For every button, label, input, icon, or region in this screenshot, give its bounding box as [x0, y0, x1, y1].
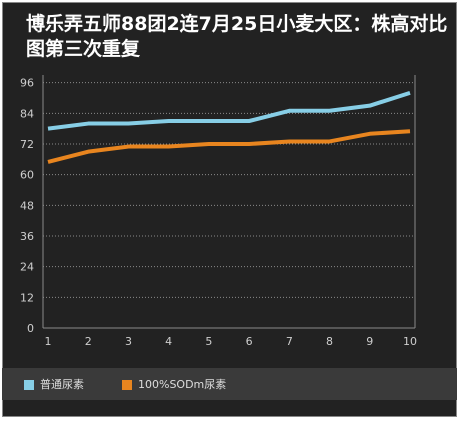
x-tick-label-0: 1 — [45, 335, 52, 348]
y-tick-label-1: 12 — [20, 291, 34, 304]
grid-layer — [43, 82, 415, 298]
series-layer — [47, 90, 411, 164]
series-line-2 — [47, 129, 411, 164]
x-tick-label-5: 6 — [246, 335, 253, 348]
y-tick-label-3: 36 — [20, 230, 34, 243]
y-tick-label-0: 0 — [27, 322, 34, 335]
x-tick-label-8: 9 — [366, 335, 373, 348]
legend: 普通尿素 100%SODm尿素 — [2, 368, 457, 400]
y-tick-label-5: 60 — [20, 169, 34, 182]
legend-swatch-series-1 — [24, 380, 34, 390]
y-tick-label-2: 24 — [20, 261, 34, 274]
y-tick-label-7: 84 — [20, 107, 34, 120]
x-tick-label-9: 10 — [403, 335, 417, 348]
series-line-1 — [47, 90, 411, 131]
x-tick-label-1: 2 — [85, 335, 92, 348]
chart-title: 博乐弄五师88团2连7月25日小麦大区：株高对比图第三次重复 — [26, 13, 448, 60]
x-tick-label-4: 5 — [205, 335, 212, 348]
chart-frame — [2, 2, 457, 417]
x-tick-label-3: 4 — [165, 335, 172, 348]
x-tick-label-7: 8 — [326, 335, 333, 348]
legend-swatch-series-2 — [122, 380, 132, 390]
y-tick-label-6: 72 — [20, 138, 34, 151]
x-tick-label-6: 7 — [286, 335, 293, 348]
legend-label-series-2: 100%SODm尿素 — [138, 378, 227, 391]
x-tick-label-2: 3 — [125, 335, 132, 348]
y-tick-label-4: 48 — [20, 199, 34, 212]
legend-label-series-1: 普通尿素 — [40, 378, 84, 391]
y-tick-label-8: 96 — [20, 77, 34, 90]
